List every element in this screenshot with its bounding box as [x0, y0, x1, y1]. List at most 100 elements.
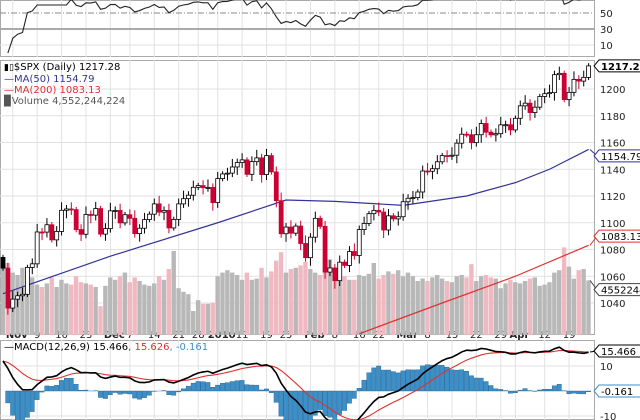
volume-bar: [103, 285, 108, 335]
candle-body: [444, 155, 450, 158]
volume-bar: [273, 260, 279, 335]
macd-histogram-bar: [473, 377, 479, 392]
macd-histogram-bar: [576, 390, 582, 395]
macd-histogram-bar: [176, 390, 181, 393]
candle-body: [366, 213, 372, 224]
candle-body: [239, 159, 245, 163]
macd-histogram-bar: [425, 364, 430, 392]
volume-bar: [449, 282, 455, 335]
macd-histogram-bar: [220, 383, 225, 392]
x-axis-label: 16: [353, 330, 366, 341]
panel-frame: [0, 340, 595, 420]
macd-histogram-bar: [508, 390, 513, 394]
macd-histogram-bar: [395, 372, 401, 392]
macd-histogram-bar: [522, 388, 528, 392]
volume-bar: [225, 270, 230, 335]
volume-bar: [205, 303, 211, 335]
candle-body: [298, 225, 304, 244]
price-axis-label: 1160: [600, 139, 625, 150]
volume-bar: [527, 278, 533, 335]
candle-body: [410, 197, 416, 200]
candle-body: [68, 208, 74, 211]
macd-histogram-bar: [537, 389, 543, 392]
candle-body: [142, 219, 147, 229]
volume-bar: [483, 275, 489, 335]
candle-body: [312, 217, 318, 238]
candle-body: [24, 267, 30, 295]
volume-bar: [371, 263, 376, 335]
volume-bars-icon: ▉: [4, 96, 12, 107]
candle-body: [34, 231, 40, 265]
macd-histogram-bar: [332, 390, 338, 420]
volume-bar: [571, 278, 577, 335]
macd-histogram-bar: [439, 365, 445, 392]
candle-body: [317, 217, 323, 227]
x-axis-label: 7: [127, 330, 133, 341]
x-axis-label: 14: [148, 330, 161, 341]
candle-body: [112, 210, 118, 212]
macd-histogram-bar: [200, 381, 206, 392]
macd-histogram-bar: [107, 390, 113, 396]
macd-histogram-bar: [278, 390, 284, 417]
macd-histogram-bar: [551, 385, 557, 392]
ma200-tag: 1083.13: [601, 232, 640, 243]
volume-bar: [586, 280, 591, 335]
macd-histogram-bar: [29, 390, 35, 412]
hist-tag: -0.161: [601, 387, 633, 398]
volume-bar: [215, 276, 220, 335]
macd-histogram-bar: [234, 380, 240, 392]
macd-histogram-bar: [464, 371, 469, 392]
price-axis-label: 1040: [600, 299, 625, 310]
volume-bar: [381, 275, 386, 335]
volume-bar: [298, 265, 303, 335]
macd-histogram-bar: [283, 390, 289, 420]
ma50-line: [2, 148, 589, 295]
volume-bar: [132, 277, 137, 335]
macd-histogram-bar: [39, 390, 45, 393]
x-axis-label: Mar: [396, 330, 418, 341]
candle-body: [322, 225, 328, 273]
macd-histogram-bar: [190, 382, 196, 392]
candle-body: [303, 243, 308, 259]
candle-body: [420, 170, 426, 193]
candle-body: [122, 214, 128, 224]
candle-body: [542, 93, 548, 97]
x-axis-label: Apr: [509, 330, 529, 341]
price-axis-label: 1100: [600, 219, 625, 230]
candle-body: [390, 215, 396, 220]
macd-histogram-bar: [34, 390, 40, 400]
volume-bar: [415, 281, 420, 335]
volume-bar: [308, 269, 313, 335]
candle-body: [20, 293, 25, 297]
macd-histogram-bar: [322, 390, 328, 417]
volume-bar: [293, 267, 298, 335]
macd-histogram-bar: [59, 380, 64, 392]
candle-body: [581, 76, 587, 82]
volume-bar: [156, 276, 162, 335]
macd-histogram-bar: [566, 390, 572, 394]
volume-bar: [98, 306, 103, 335]
candle-body: [503, 124, 509, 127]
volume-bar: [25, 275, 30, 335]
macd-histogram-bar: [171, 390, 177, 396]
candle-body: [44, 224, 50, 233]
candle-body: [449, 154, 455, 157]
macd-histogram-bar: [268, 390, 274, 393]
volume-bar: [142, 284, 147, 335]
macd-histogram-bar: [420, 365, 425, 392]
candle-body: [337, 261, 343, 282]
macd-swatch-icon: —: [4, 342, 14, 353]
candle-body: [132, 217, 138, 234]
volume-bar: [244, 272, 250, 335]
x-axis-label: 16: [55, 330, 68, 341]
macd-histogram-bar: [102, 390, 108, 399]
volume-bar: [269, 271, 274, 335]
macd-line: [2, 346, 589, 420]
macd-histogram-bar: [547, 389, 552, 392]
macd-histogram-bar: [181, 388, 186, 392]
volume-bar: [147, 285, 152, 335]
price-axis-label: 1060: [600, 272, 625, 283]
macd-histogram-bar: [210, 387, 216, 392]
price-axis-label: 1180: [600, 112, 625, 123]
candle-body: [483, 123, 489, 133]
